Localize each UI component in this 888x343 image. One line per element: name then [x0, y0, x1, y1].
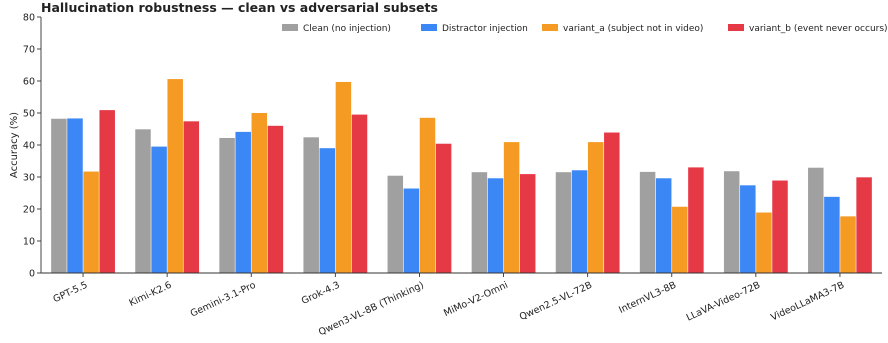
- bar-2-10: [824, 196, 840, 273]
- y-tick-label: 70: [23, 45, 35, 56]
- legend-label: variant_a (subject not in video): [563, 24, 703, 34]
- bar-1-3: [219, 137, 235, 273]
- y-tick-label: 50: [23, 109, 35, 120]
- bar-3-9: [756, 212, 772, 273]
- bar-2-8: [655, 178, 672, 273]
- bar-1-2: [135, 129, 151, 273]
- x-tick-label: MiMo-V2-Omni: [442, 280, 510, 319]
- legend-label: variant_b (event never occurs): [749, 24, 888, 34]
- y-tick-label: 20: [23, 205, 35, 216]
- bar-1-7: [555, 172, 572, 273]
- chart-title: Hallucination robustness — clean vs adve…: [41, 0, 438, 15]
- legend-swatch: [728, 24, 744, 31]
- x-tick-label: Kimi-K2.6: [128, 280, 174, 309]
- y-axis-label: Accuracy (%): [9, 112, 20, 178]
- bar-2-9: [740, 185, 756, 273]
- legend-swatch: [421, 24, 437, 31]
- y-tick-label: 80: [23, 13, 35, 24]
- plot-area: 0 10 20 30 40 50 60 70 80 GPT-5.5 Kimi-K2.6 Gemini-…: [23, 13, 882, 338]
- bar-4-5: [435, 143, 452, 273]
- bar-4-6: [519, 174, 536, 273]
- bar-2-1: [67, 118, 83, 273]
- x-tick-label: Qwen2.5-VL-72B: [518, 280, 594, 323]
- x-tick-label: VideoLLaMA3-7B: [769, 280, 846, 324]
- legend-swatch: [282, 24, 298, 31]
- bar-2-5: [403, 188, 420, 273]
- bar-3-4: [335, 81, 352, 274]
- y-tick-label: 60: [23, 77, 35, 88]
- bar-3-3: [251, 113, 268, 273]
- bar-1-1: [51, 118, 67, 273]
- bar-1-9: [723, 171, 740, 273]
- bar-3-5: [419, 117, 436, 273]
- bar-4-3: [267, 125, 284, 273]
- x-tick-label: GPT-5.5: [52, 280, 90, 305]
- bar-3-2: [167, 79, 183, 273]
- bar-2-2: [151, 146, 167, 273]
- bar-3-8: [672, 206, 688, 273]
- y-tick-label: 0: [29, 269, 35, 280]
- bar-3-6: [503, 142, 520, 273]
- bar-4-4: [351, 114, 368, 273]
- bar-4-1: [99, 110, 115, 274]
- x-tick-label: LLaVA-Video-72B: [685, 280, 762, 324]
- y-tick-label: 10: [23, 237, 35, 248]
- bar-1-8: [639, 171, 656, 273]
- bar-3-7: [587, 142, 604, 273]
- bar-2-4: [319, 148, 336, 273]
- bar-2-3: [235, 131, 251, 273]
- bar-1-10: [808, 167, 824, 273]
- y-tick-label: 30: [23, 173, 35, 184]
- x-tick-label: Grok-4.3: [300, 280, 342, 307]
- bar-4-10: [856, 177, 872, 273]
- bar-2-7: [571, 170, 588, 273]
- bar-1-4: [303, 137, 319, 273]
- bar-2-6: [487, 178, 504, 273]
- y-tick-label: 40: [23, 141, 35, 152]
- bar-3-1: [83, 171, 99, 273]
- x-tick-label: InternVL3-8B: [617, 280, 678, 316]
- bar-4-2: [183, 121, 200, 273]
- legend-label: Distractor injection: [442, 24, 528, 34]
- legend-label: Clean (no injection): [303, 24, 391, 34]
- bar-4-8: [688, 167, 704, 273]
- x-tick-label: Gemini-3.1-Pro: [189, 280, 258, 320]
- legend: Clean (no injection) Distractor injection…: [282, 24, 888, 34]
- bar-1-5: [387, 175, 404, 273]
- bar-1-6: [471, 172, 488, 273]
- bar-4-9: [772, 180, 788, 273]
- legend-swatch: [542, 24, 558, 31]
- bar-3-10: [840, 216, 856, 273]
- bar-4-7: [604, 132, 620, 273]
